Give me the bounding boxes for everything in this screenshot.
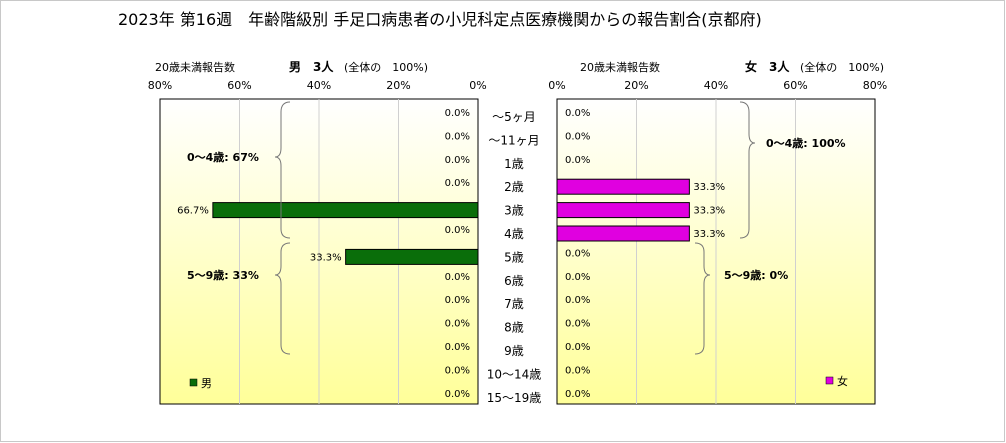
left-group-5-9-label: 5〜9歳: 33% — [187, 268, 259, 282]
left-brace-0-4 — [274, 101, 291, 239]
age-category-label: 7歳 — [504, 297, 524, 311]
male-data-label: 33.3% — [310, 252, 342, 263]
male-data-label: 0.0% — [445, 295, 470, 306]
right-group-0-4-label: 0〜4歳: 100% — [766, 136, 846, 150]
right-tick-label: 0% — [548, 79, 565, 92]
right-header-count-label: 20歳未満報告数 — [580, 61, 660, 74]
age-category-label: 9歳 — [504, 344, 524, 358]
female-data-label: 33.3% — [693, 206, 725, 217]
age-category-label: 3歳 — [504, 204, 524, 218]
right-group-5-9-label: 5〜9歳: 0% — [724, 268, 788, 282]
female-bar — [556, 178, 690, 195]
right-tick-label: 20% — [624, 79, 648, 92]
male-data-label: 0.0% — [445, 131, 470, 142]
right-axis-tick-labels: 0% 20% 40% 60% 80% — [548, 79, 887, 92]
left-header-count-label: 20歳未満報告数 — [155, 61, 235, 74]
male-bars — [212, 202, 479, 265]
right-brace-0-4 — [739, 101, 756, 239]
age-category-label: 1歳 — [504, 157, 524, 171]
male-data-label: 0.0% — [445, 108, 470, 119]
female-data-label: 0.0% — [565, 131, 590, 142]
female-data-label: 33.3% — [693, 182, 725, 193]
male-data-label: 0.0% — [445, 272, 470, 283]
age-category-label: 〜11ヶ月 — [488, 133, 539, 147]
male-data-label: 0.0% — [445, 319, 470, 330]
male-data-label: 0.0% — [445, 342, 470, 353]
female-data-label: 0.0% — [565, 108, 590, 119]
female-data-labels: 0.0% 0.0% 0.0% 33.3% 33.3% 33.3% 0.0% 0.0% 0.0% 0… — [565, 108, 725, 400]
female-legend-swatch — [825, 376, 834, 385]
right-tick-label: 80% — [863, 79, 887, 92]
female-data-label: 0.0% — [565, 272, 590, 283]
female-data-label: 0.0% — [565, 319, 590, 330]
male-bar — [212, 202, 479, 219]
male-data-labels: 0.0% 0.0% 0.0% 0.0% 66.7% 0.0% 33.3% 0.0% 0.0% 0.… — [177, 108, 470, 400]
age-category-label: 15〜19歳 — [487, 391, 542, 405]
age-category-label: 〜5ヶ月 — [492, 110, 536, 124]
left-header-share: (全体の 100%) — [344, 60, 428, 74]
female-data-label: 33.3% — [693, 229, 725, 240]
left-tick-label: 0% — [469, 79, 486, 92]
age-category-label: 5歳 — [504, 250, 524, 264]
right-header-sex-count: 女 3人 — [745, 59, 790, 74]
female-bars — [556, 178, 690, 242]
right-brace-5-9 — [694, 242, 711, 355]
male-data-label: 0.0% — [445, 365, 470, 376]
right-gridlines — [636, 99, 796, 404]
chart-title: 2023年 第16週 年齢階級別 手足口病患者の小児科定点医療機関からの報告割合… — [118, 10, 762, 29]
female-data-label: 0.0% — [565, 155, 590, 166]
left-group-0-4-label: 0〜4歳: 67% — [187, 150, 259, 164]
female-data-label: 0.0% — [565, 365, 590, 376]
age-category-label: 4歳 — [504, 227, 524, 241]
male-data-label: 0.0% — [445, 389, 470, 400]
female-bar — [556, 225, 690, 242]
female-data-label: 0.0% — [565, 295, 590, 306]
left-axis-tick-labels: 0% 20% 40% 60% 80% — [148, 79, 487, 92]
right-tick-label: 60% — [783, 79, 807, 92]
male-bar — [345, 248, 479, 265]
right-header-share: (全体の 100%) — [800, 60, 884, 74]
male-data-label: 0.0% — [445, 225, 470, 236]
left-tick-label: 40% — [307, 79, 331, 92]
left-tick-label: 60% — [227, 79, 251, 92]
female-bar — [556, 202, 690, 219]
age-category-label: 2歳 — [504, 180, 524, 194]
male-legend-swatch — [189, 378, 198, 387]
left-tick-label: 80% — [148, 79, 172, 92]
male-data-label: 66.7% — [177, 206, 209, 217]
age-category-label: 10〜14歳 — [487, 367, 542, 381]
left-tick-label: 20% — [386, 79, 410, 92]
female-legend-label: 女 — [837, 374, 848, 388]
age-category-labels: 〜5ヶ月〜11ヶ月 1歳 2歳 3歳 4歳 5歳 6歳 7歳 8歳 9歳 10〜14歳 15〜19歳 — [487, 110, 542, 405]
female-data-label: 0.0% — [565, 248, 590, 259]
female-data-label: 0.0% — [565, 342, 590, 353]
left-header-sex-count: 男 3人 — [289, 59, 334, 74]
male-data-label: 0.0% — [445, 178, 470, 189]
male-legend-label: 男 — [201, 377, 212, 390]
age-category-label: 6歳 — [504, 274, 524, 288]
female-data-label: 0.0% — [565, 389, 590, 400]
left-brace-5-9 — [274, 242, 291, 355]
age-category-label: 8歳 — [504, 321, 524, 335]
male-data-label: 0.0% — [445, 155, 470, 166]
right-tick-label: 40% — [704, 79, 728, 92]
